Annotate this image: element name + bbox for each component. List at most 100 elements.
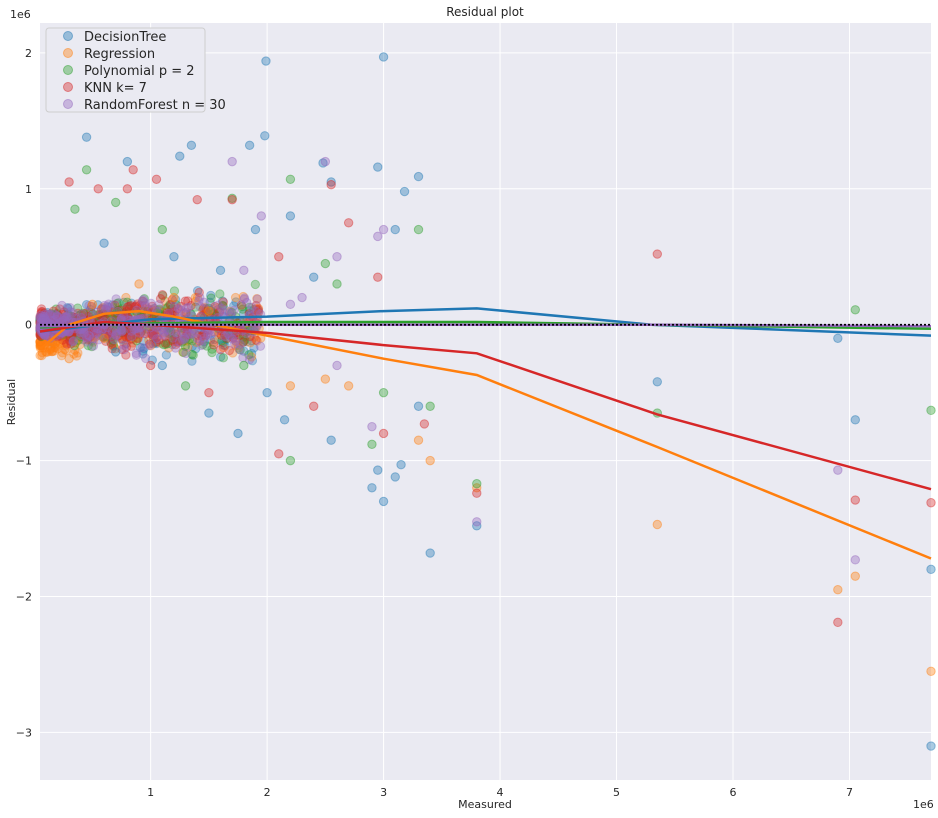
cloud-point [35, 311, 45, 322]
cloud-point [146, 340, 156, 351]
cloud-point [47, 346, 57, 357]
cloud-point [66, 311, 76, 321]
scatter-point [850, 555, 860, 565]
cloud-point [35, 336, 45, 347]
cloud-point [157, 290, 168, 300]
cloud-point [199, 297, 209, 308]
cloud-point [111, 330, 121, 341]
cloud-point [170, 343, 181, 353]
cloud-point [229, 301, 239, 311]
cloud-point [199, 302, 210, 313]
cloud-point [121, 350, 131, 360]
cloud-point [251, 335, 261, 345]
scatter-point [204, 306, 214, 316]
cloud-point [40, 312, 51, 322]
cloud-point [252, 336, 262, 346]
scatter-point [373, 162, 383, 172]
cloud-point [137, 301, 147, 311]
cloud-point [43, 312, 53, 322]
cloud-point [65, 302, 75, 313]
cloud-point [49, 315, 59, 326]
cloud-point [95, 330, 105, 341]
cloud-point [183, 302, 194, 313]
cloud-point [168, 336, 178, 346]
cloud-point [183, 342, 193, 352]
cloud-point [35, 313, 46, 324]
cloud-point [90, 332, 100, 342]
cloud-point [113, 326, 123, 337]
cloud-point [161, 338, 171, 348]
legend-marker [63, 99, 73, 109]
scatter-point [472, 517, 482, 527]
scatter-point [261, 56, 271, 66]
cloud-point [183, 296, 193, 306]
cloud-point [60, 312, 70, 322]
scatter-point [309, 272, 319, 282]
cloud-point [94, 335, 104, 345]
cloud-point [43, 314, 54, 325]
cloud-point [161, 350, 172, 360]
cloud-point [39, 311, 49, 322]
cloud-point [119, 327, 129, 337]
cloud-point [122, 326, 133, 337]
cloud-point [213, 300, 223, 310]
scatter-point [652, 519, 662, 530]
scatter-point [343, 218, 354, 228]
cloud-point [217, 303, 227, 314]
cloud-point [140, 301, 151, 311]
cloud-point [125, 332, 136, 343]
scatter-point [413, 224, 424, 235]
cloud-point [49, 346, 59, 356]
cloud-point [134, 325, 145, 336]
cloud-point [140, 353, 151, 364]
cloud-point [169, 286, 180, 296]
cloud-point [187, 341, 197, 352]
cloud-point [150, 338, 160, 348]
cloud-point [36, 312, 46, 322]
scatter-point [413, 435, 424, 445]
scatter-point [332, 279, 342, 289]
cloud-point [78, 308, 88, 318]
cloud-point [244, 350, 254, 360]
cloud-point [36, 314, 46, 324]
series-points [70, 165, 936, 489]
cloud-point [190, 296, 201, 307]
cloud-point [218, 340, 228, 350]
cloud-point [54, 314, 65, 325]
cloud-point [36, 314, 47, 324]
cloud-point [71, 351, 82, 361]
cloud-point [179, 332, 190, 343]
scatter-point [390, 224, 400, 235]
cloud-point [82, 328, 92, 338]
cloud-point [173, 338, 183, 348]
cloud-point [53, 314, 64, 325]
cloud-point [133, 333, 143, 344]
cloud-point [180, 335, 191, 345]
cloud-point [233, 340, 243, 351]
cloud-point [184, 329, 194, 339]
cloud-point [54, 315, 64, 325]
cloud-point [106, 332, 116, 342]
cloud-point [73, 311, 84, 321]
cloud-point [199, 306, 209, 316]
cloud-point [199, 333, 209, 343]
cloud-point [35, 312, 45, 323]
cloud-point [235, 339, 245, 349]
cloud-point [194, 336, 205, 346]
cloud-point [121, 342, 132, 352]
cloud-point [164, 343, 174, 353]
scatter-point [297, 292, 307, 303]
scatter-point [128, 165, 138, 175]
scatter-point [122, 156, 133, 167]
cloud-point [107, 343, 117, 354]
cloud-point [39, 311, 49, 322]
cloud-point [214, 307, 225, 317]
cloud-point [177, 335, 188, 345]
cloud-point [237, 301, 247, 312]
cloud-point [67, 329, 77, 339]
cloud-point [84, 331, 95, 341]
cloud-point [195, 301, 205, 312]
scatter-point [472, 483, 482, 493]
cloud-point [170, 333, 180, 344]
cloud-point [61, 337, 71, 347]
